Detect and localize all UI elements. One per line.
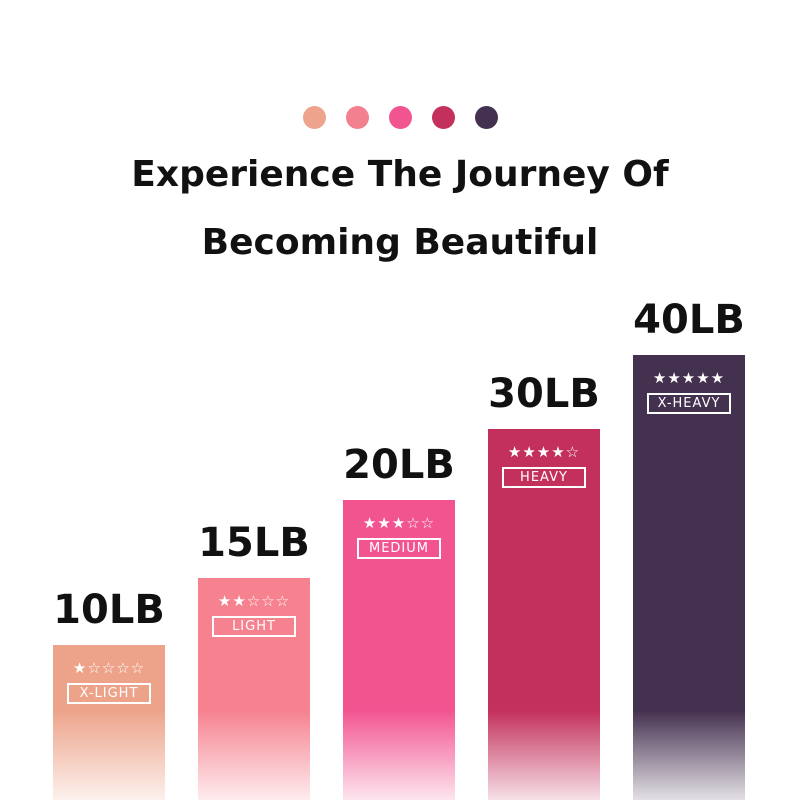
color-dots (0, 106, 800, 129)
band-bar-heavy: ★★★★☆ HEAVY (488, 429, 600, 800)
band-bar-x-light: ★☆☆☆☆ X-LIGHT (53, 645, 165, 800)
band-bar-light: ★★☆☆☆ LIGHT (198, 578, 310, 800)
level-badge: X-LIGHT (67, 683, 151, 704)
star-rating-icon: ★★★☆☆ (362, 514, 436, 532)
color-dot (302, 106, 326, 129)
band-bar-x-heavy: ★★★★★ X-HEAVY (633, 355, 745, 800)
color-dot (474, 106, 498, 129)
weight-label: 30LB (488, 371, 600, 417)
star-rating-icon: ★☆☆☆☆ (72, 659, 146, 677)
weight-label: 20LB (343, 442, 455, 488)
band-bar-medium: ★★★☆☆ MEDIUM (343, 500, 455, 800)
headline-line-2: Becoming Beautiful (201, 222, 599, 263)
level-badge: MEDIUM (357, 538, 441, 559)
color-dot (388, 106, 412, 129)
star-rating-icon: ★★☆☆☆ (217, 592, 291, 610)
star-rating-icon: ★★★★☆ (507, 443, 581, 461)
weight-label: 10LB (53, 587, 165, 633)
color-dot (345, 106, 369, 129)
weight-label: 15LB (198, 520, 310, 566)
weight-label: 40LB (633, 297, 745, 343)
headline-line-1: Experience The Journey Of (131, 154, 669, 195)
color-dot (431, 106, 455, 129)
level-badge: X-HEAVY (647, 393, 731, 414)
star-rating-icon: ★★★★★ (652, 369, 726, 387)
level-badge: LIGHT (212, 616, 296, 637)
level-badge: HEAVY (502, 467, 586, 488)
